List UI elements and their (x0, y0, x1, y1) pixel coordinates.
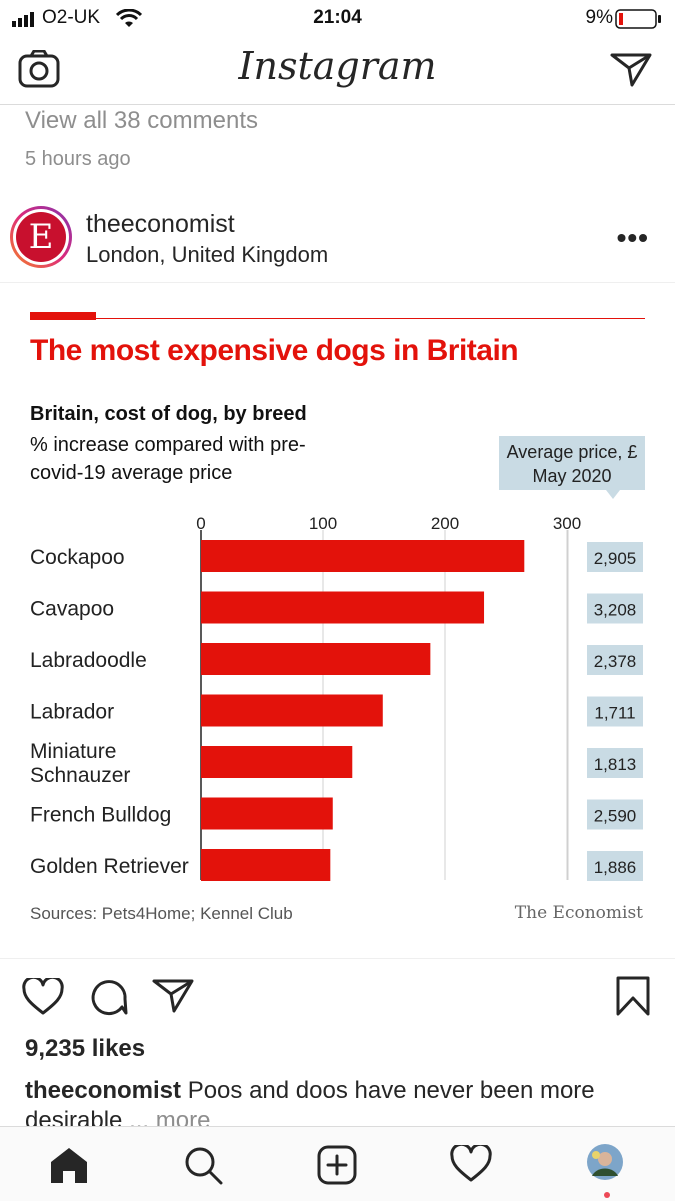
activity-heart-icon[interactable] (450, 1142, 492, 1188)
category-label: Schnauzer (30, 764, 130, 787)
price-column-header: Average price, £ May 2020 (499, 436, 645, 490)
x-tick-label: 0 (196, 514, 205, 533)
new-post-icon[interactable] (317, 1145, 357, 1190)
price-label: 1,711 (594, 704, 635, 723)
price-box (587, 799, 643, 830)
chart-brand: The Economist (514, 903, 643, 923)
bar-chart: 0 100 200 300 Cockapoo 2,905 Cavapoo 3,208 Labra… (30, 514, 643, 881)
price-label: 2,905 (594, 549, 637, 568)
post-location[interactable]: London, United Kingdom (86, 242, 329, 267)
price-box (587, 696, 643, 727)
divider (0, 958, 675, 959)
chart-source: Sources: Pets4Home; Kennel Club (30, 904, 293, 923)
price-label: 2,590 (594, 807, 637, 826)
price-box (587, 851, 643, 881)
category-label: French Bulldog (30, 804, 171, 827)
price-column-pointer (606, 490, 620, 499)
save-bookmark-icon[interactable] (616, 976, 650, 1021)
category-label: Cockapoo (30, 546, 125, 569)
chart-accent-bar (30, 312, 96, 320)
x-tick-label: 200 (431, 514, 459, 533)
comment-icon[interactable] (88, 977, 128, 1022)
bar (201, 797, 333, 830)
profile-avatar-icon[interactable] (586, 1143, 624, 1186)
chart-subtitle-bold: Britain, cost of dog, by breed (30, 403, 307, 425)
home-icon[interactable] (48, 1145, 90, 1190)
bar (201, 849, 331, 881)
chart-title: The most expensive dogs in Britain (30, 334, 519, 367)
chart-accent-line (96, 318, 645, 319)
signal-icon (12, 11, 40, 33)
post-timestamp: 5 hours ago (25, 148, 131, 170)
bottom-tab-bar (0, 1126, 675, 1201)
instagram-logo: Instagram (238, 44, 437, 88)
bar (201, 643, 431, 675)
battery-percent: 9% (585, 7, 613, 28)
category-label: Golden Retriever (30, 855, 189, 878)
price-label: 2,378 (594, 652, 637, 671)
post-caption: theeconomist Poos and doos have never be… (25, 1076, 665, 1136)
search-icon[interactable] (183, 1145, 223, 1190)
category-label: Labradoodle (30, 649, 147, 672)
clock: 21:04 (313, 7, 362, 28)
like-count[interactable]: 9,235 likes (25, 1035, 146, 1062)
battery-icon (615, 9, 663, 35)
price-label: 1,813 (594, 755, 637, 774)
wifi-icon (115, 8, 143, 35)
x-tick-label: 300 (553, 514, 581, 533)
view-comments-link[interactable]: View all 38 comments (25, 107, 258, 134)
category-label: Labrador (30, 701, 114, 724)
price-label: 1,886 (594, 858, 637, 877)
bar (201, 694, 383, 727)
price-label: 3,208 (594, 601, 637, 620)
like-heart-icon[interactable] (22, 975, 64, 1021)
app-header: Instagram (0, 38, 675, 105)
status-bar: O2-UK 21:04 9% (0, 0, 675, 38)
avatar[interactable]: E (16, 212, 66, 262)
bar (201, 591, 485, 624)
more-options-icon[interactable]: ••• (616, 222, 649, 253)
post-username[interactable]: theeconomist (86, 210, 235, 238)
carrier-name: O2-UK (42, 7, 101, 28)
chart-subtitle: % increase compared with pre-covid-19 av… (30, 434, 306, 484)
share-icon[interactable] (152, 978, 194, 1019)
notification-dot (604, 1192, 610, 1198)
price-box (587, 645, 643, 675)
category-label: Cavapoo (30, 598, 114, 621)
price-box (587, 542, 643, 572)
category-label: Miniature (30, 740, 116, 763)
caption-username[interactable]: theeconomist (25, 1077, 182, 1104)
bar (201, 746, 353, 778)
camera-icon[interactable] (18, 49, 60, 93)
bar (201, 540, 525, 572)
caption-text: Poos and doos have never been more desir… (25, 1077, 595, 1134)
x-tick-label: 100 (309, 514, 337, 533)
price-box (587, 593, 643, 624)
direct-message-icon[interactable] (610, 52, 652, 93)
divider (0, 282, 675, 283)
price-box (587, 748, 643, 778)
